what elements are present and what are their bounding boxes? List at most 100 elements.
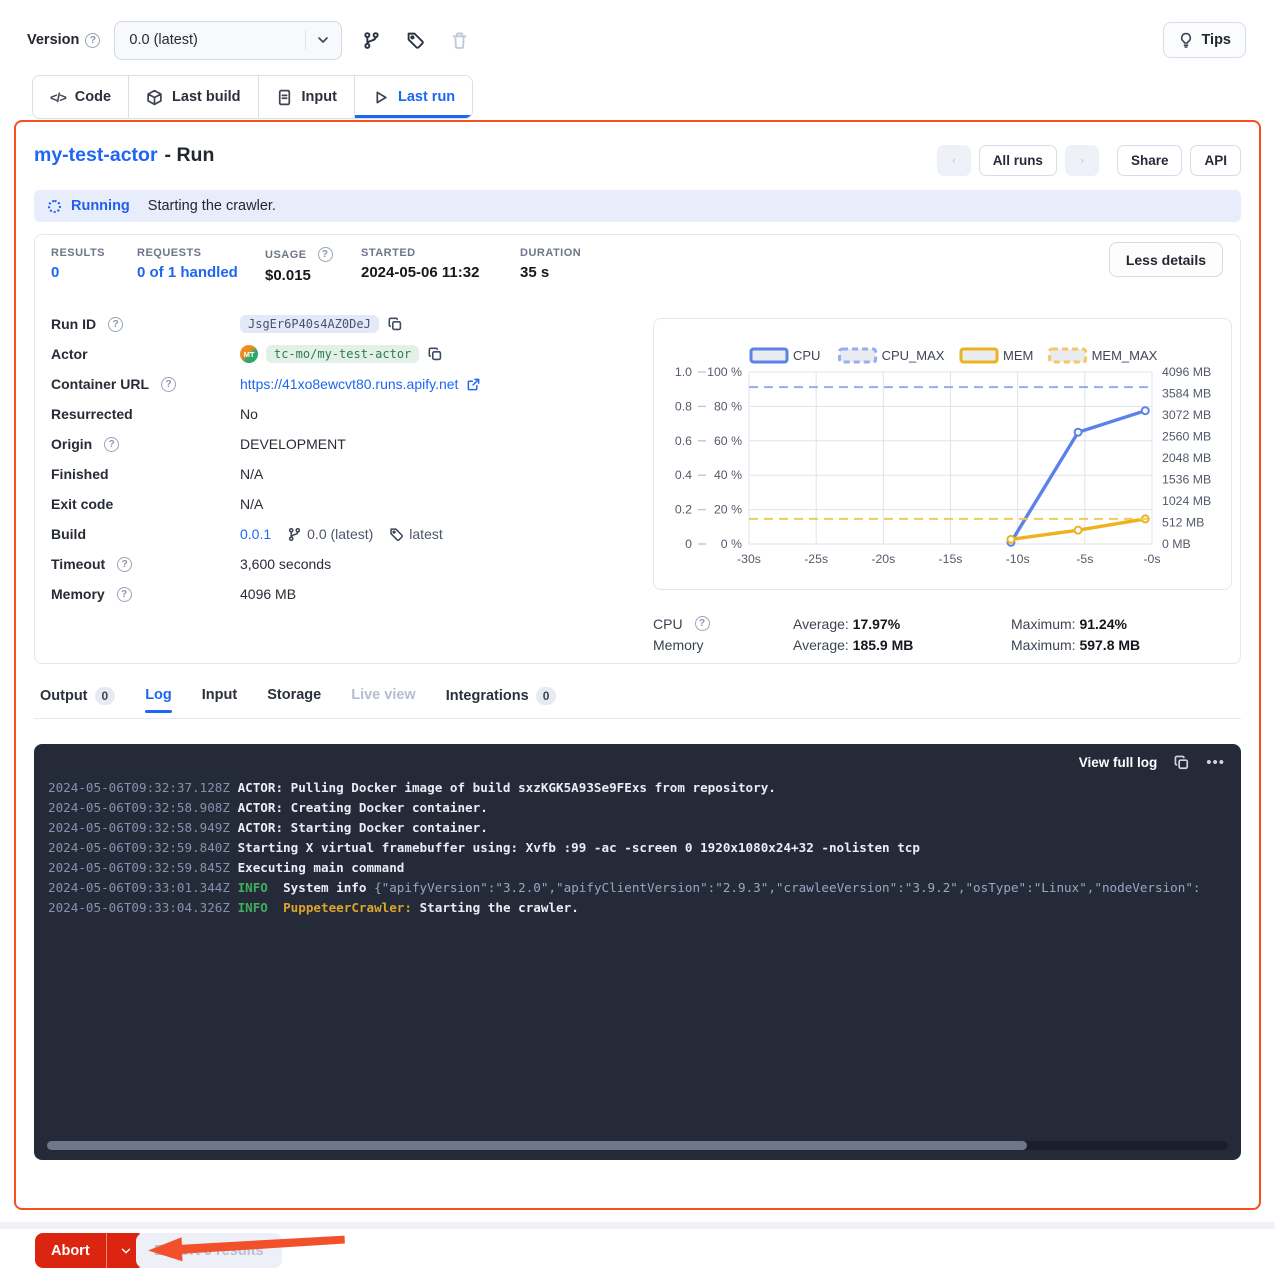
log-timestamp: 2024-05-06T09:33:04.326Z — [48, 900, 238, 915]
detail-label: Run ID? — [51, 316, 240, 332]
svg-text:-25s: -25s — [804, 552, 828, 566]
svg-text:2560 MB: 2560 MB — [1162, 430, 1211, 444]
version-select[interactable]: 0.0 (latest) — [114, 20, 343, 60]
stat-value[interactable]: 0 — [51, 264, 60, 281]
version-help-icon[interactable]: ? — [85, 32, 101, 48]
stat-duration: DURATION 35 s — [520, 247, 640, 284]
svg-text:1536 MB: 1536 MB — [1162, 473, 1211, 487]
stat-usage: USAGE? $0.015 — [265, 247, 361, 284]
share-button[interactable]: Share — [1116, 145, 1183, 176]
run-tab-log[interactable]: Log — [145, 687, 172, 713]
run-title: my-test-actor - Run — [34, 144, 214, 167]
stat-label: USAGE? — [265, 247, 361, 262]
actor-badge[interactable]: tc-mo/my-test-actor — [266, 345, 420, 363]
run-tab-integrations[interactable]: Integrations 0 — [446, 687, 557, 714]
api-button[interactable]: API — [1190, 145, 1241, 176]
detail-value-text: DEVELOPMENT — [240, 436, 346, 452]
container-url-link[interactable]: https://41xo8ewcvt80.runs.apify.net — [240, 376, 459, 392]
log-timestamp: 2024-05-06T09:32:59.840Z — [48, 840, 238, 855]
log-line: 2024-05-06T09:32:59.845Z Executing main … — [48, 858, 1241, 878]
run-tab-count-badge: 0 — [535, 687, 557, 705]
abort-split-button: Abort — [35, 1233, 145, 1268]
svg-text:-0s: -0s — [1143, 552, 1160, 566]
usage-average-value: 17.97% — [852, 615, 901, 632]
detail-label: Exit code — [51, 496, 240, 512]
log-scrollbar-thumb[interactable] — [47, 1141, 1028, 1150]
usage-help-icon[interactable]: ? — [694, 616, 710, 631]
detail-value-text: N/A — [240, 496, 264, 512]
svg-text:CPU_MAX: CPU_MAX — [882, 348, 945, 363]
log-panel: View full log ••• 2024-05-06T09:32:37.12… — [34, 744, 1241, 1160]
run-id-badge[interactable]: JsgEr6P40s4AZ0DeJ — [240, 315, 379, 333]
tab-last-build[interactable]: Last build — [129, 76, 259, 118]
svg-text:0.6: 0.6 — [675, 434, 692, 448]
usage-average-value: 185.9 MB — [852, 636, 914, 653]
external-link-icon[interactable] — [466, 377, 481, 392]
usage-maximum-label: Maximum: — [1011, 636, 1080, 653]
svg-text:3584 MB: 3584 MB — [1162, 387, 1211, 401]
detail-label: Build — [51, 526, 240, 542]
tag-button[interactable] — [400, 25, 430, 55]
svg-text:2048 MB: 2048 MB — [1162, 451, 1211, 465]
log-scrollbar-track[interactable] — [47, 1141, 1228, 1150]
detail-value: N/A — [240, 496, 263, 512]
usage-maximum: Maximum: 597.8 MB — [1011, 637, 1229, 653]
usage-average: Average: 185.9 MB — [793, 637, 1011, 653]
box-icon — [146, 89, 163, 106]
usage-average-label: Average: — [793, 636, 853, 653]
view-full-log-button[interactable]: View full log — [1078, 755, 1158, 770]
tab-label: Code — [74, 89, 112, 105]
detail-label-text: Container URL — [51, 376, 149, 392]
tips-button[interactable]: Tips — [1163, 22, 1246, 58]
copy-log-icon[interactable] — [1173, 754, 1190, 771]
detail-help-icon[interactable]: ? — [161, 376, 176, 392]
play-icon — [372, 89, 389, 106]
svg-text:80 %: 80 % — [714, 399, 742, 413]
svg-text:0.8: 0.8 — [675, 399, 692, 413]
all-runs-button[interactable]: All runs — [978, 145, 1057, 176]
run-tab-label: Log — [145, 687, 172, 703]
log-segment-msg: Executing main command — [237, 860, 405, 875]
log-segment-json: {"apifyVersion":"3.2.0","apifyClientVers… — [374, 880, 1201, 895]
detail-help-icon[interactable]: ? — [116, 586, 132, 602]
copy-icon[interactable] — [387, 316, 403, 332]
document-icon — [276, 89, 293, 106]
tab-code[interactable]: </> Code — [33, 76, 130, 118]
log-timestamp: 2024-05-06T09:33:01.344Z — [48, 880, 238, 895]
detail-help-icon[interactable]: ? — [108, 316, 124, 332]
tab-last-run[interactable]: Last run — [354, 76, 473, 118]
actor-name-link[interactable]: my-test-actor — [34, 144, 158, 166]
log-line: 2024-05-06T09:33:01.344Z INFO System inf… — [48, 878, 1241, 898]
usage-row-cpu: CPU? Average: 17.97% Maximum: 91.24% — [653, 613, 1232, 634]
stat-help-icon[interactable]: ? — [317, 247, 333, 262]
stat-value[interactable]: 0 of 1 handled — [137, 264, 238, 281]
abort-button[interactable]: Abort — [35, 1233, 106, 1268]
log-segment-info: INFO — [237, 900, 268, 915]
detail-label-text: Build — [51, 526, 86, 542]
less-details-button[interactable]: Less details — [1108, 242, 1223, 277]
detail-help-icon[interactable]: ? — [117, 556, 133, 572]
detail-value: https://41xo8ewcvt80.runs.apify.net — [240, 376, 481, 392]
usage-maximum-value: 597.8 MB — [1079, 636, 1141, 653]
tab-input[interactable]: Input — [258, 76, 355, 118]
detail-label: Container URL? — [51, 376, 240, 392]
stats-row: RESULTS 0 REQUESTS 0 of 1 handled USAGE? $0.0… — [51, 247, 640, 284]
detail-label-text: Resurrected — [51, 406, 133, 422]
detail-help-icon[interactable]: ? — [104, 436, 120, 452]
git-branch-button[interactable] — [356, 25, 386, 55]
usage-maximum-label: Maximum: — [1011, 615, 1080, 632]
copy-icon[interactable] — [427, 346, 443, 362]
log-segment-msg: ACTOR: Creating Docker container. — [237, 800, 488, 815]
usage-average-label: Average: — [793, 615, 853, 632]
log-header: View full log ••• — [1079, 754, 1225, 771]
run-tab-output[interactable]: Output 0 — [40, 687, 116, 714]
stat-label: DURATION — [520, 247, 640, 259]
detail-label: Resurrected — [51, 406, 240, 422]
run-tab-input[interactable]: Input — [202, 687, 237, 712]
detail-label: Finished — [51, 466, 240, 482]
detail-row-finished: Finished N/A — [51, 459, 626, 489]
resource-usage-chart: -30s -25s -20s -15s -10s -5s -0s 1.0 0.8 0.6 0.4 0.… — [653, 318, 1232, 590]
build-number-link[interactable]: 0.0.1 — [240, 526, 272, 542]
log-more-icon[interactable]: ••• — [1206, 754, 1225, 771]
run-tab-storage[interactable]: Storage — [267, 687, 321, 712]
